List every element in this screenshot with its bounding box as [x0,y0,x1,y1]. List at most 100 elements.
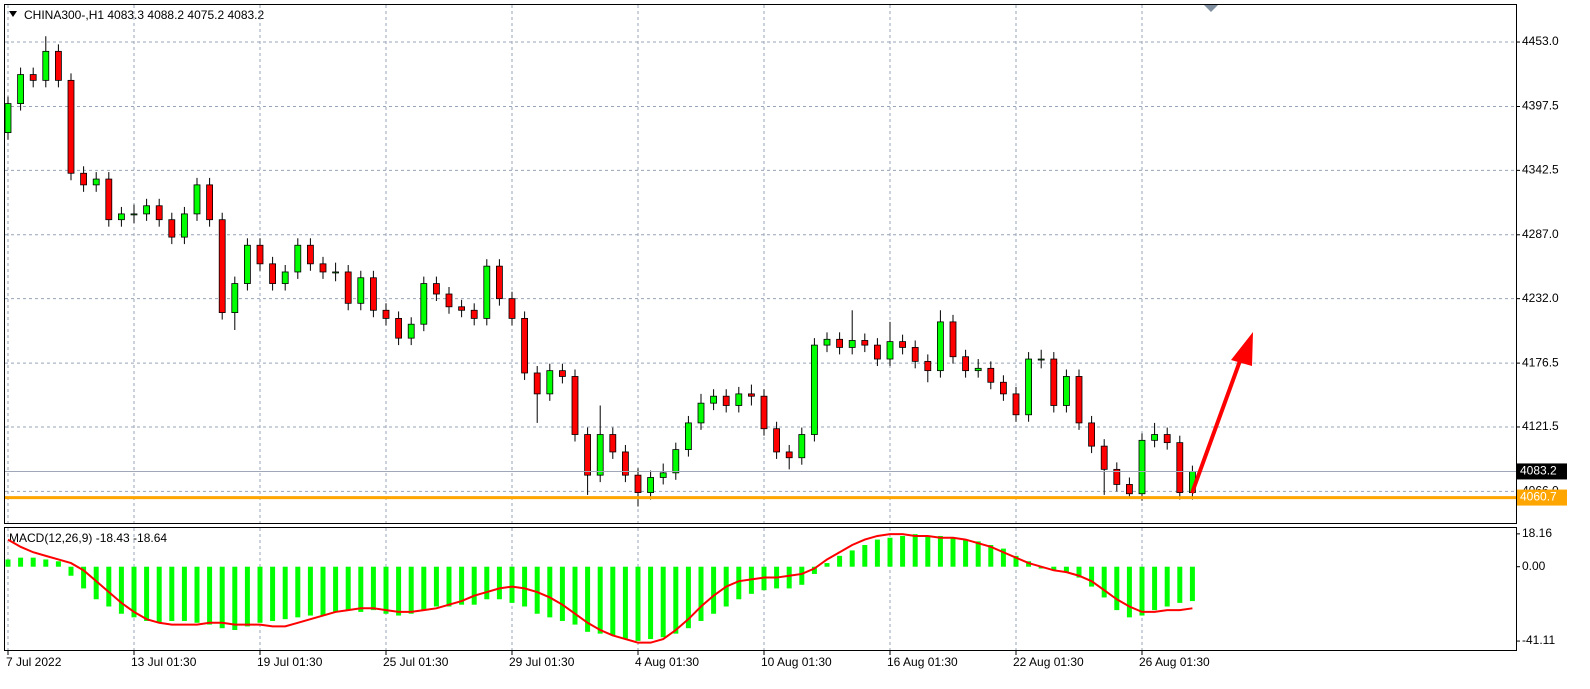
macd-bar [1000,548,1006,567]
macd-bar [585,566,591,632]
y-tick-label: 0.00 [1522,559,1546,573]
macd-bar [786,566,792,589]
candle-body [823,338,831,346]
candle-body [596,434,604,476]
macd-bar [471,566,477,605]
macd-bar [496,566,502,600]
candle-body [1138,439,1146,495]
candle-body [193,184,201,215]
candle-body [584,434,591,476]
macd-bar [925,535,931,567]
candle-body [773,428,780,453]
candle-body [836,338,843,348]
macd-bar [5,559,11,567]
macd-bar [874,539,880,567]
candle-body [924,360,932,372]
candle-body [647,477,654,493]
macd-bar [799,566,805,585]
candle-body [748,393,755,397]
candle-body [571,376,579,435]
y-tick-label: 4397.5 [1522,99,1559,113]
macd-bar [849,550,855,567]
macd-bar [68,566,74,576]
candle-body [357,277,365,304]
macd-bar [950,537,956,567]
x-tick-label: 25 Jul 01:30 [383,655,449,669]
candle-body [155,205,163,221]
y-tick-label: 18.16 [1522,526,1552,540]
macd-bar [55,561,61,567]
y-tick-label: 4232.0 [1522,291,1559,305]
macd-bar [660,566,666,638]
macd-bar [635,566,641,641]
macd-bar [320,566,326,616]
macd-bar [194,566,200,623]
candle-body [143,205,151,215]
candle-body [886,341,894,360]
macd-bar [207,566,213,625]
macd-bar [433,566,439,607]
macd-bar [43,559,49,567]
candle-body [1088,422,1095,447]
price-label: 4083.2 [1520,464,1557,478]
candle-body [306,244,314,265]
macd-bar [421,566,427,611]
macd-bar [81,566,87,589]
macd-bar [1051,566,1057,571]
candle-body [609,434,617,453]
y-tick-label: 4176.5 [1522,355,1559,369]
macd-bar [358,566,364,612]
candle-body [55,50,62,81]
macd-bar [270,566,276,621]
macd-bar [837,555,843,567]
candle-body [962,356,969,372]
candle-body [218,219,226,313]
macd-bar [257,566,263,623]
candle-body [811,344,818,435]
candle-body [697,402,705,424]
macd-bar [244,566,250,627]
menu-triangle[interactable] [9,11,17,17]
x-tick-label: 7 Jul 2022 [6,655,62,669]
candle-body [432,283,440,295]
shift-marker [1204,5,1218,12]
x-tick-label: 22 Aug 01:30 [1013,655,1084,669]
x-tick-label: 13 Jul 01:30 [131,655,197,669]
chart-title: CHINA300-,H1 4083.3 4088.2 4075.2 4083.2 [24,8,265,22]
candle-body [118,213,125,221]
candle-body [67,79,75,174]
candle-body [92,178,100,186]
candle-body [294,244,302,273]
macd-bar [93,566,99,600]
macd-bar [963,539,969,567]
candle-body [1025,358,1032,416]
candle-body [420,283,428,325]
y-tick-label: -41.11 [1522,633,1555,647]
macd-bar [370,566,376,611]
candle-body [42,50,50,81]
macd-bar [912,534,918,567]
macd-bar [232,566,238,631]
candle-body [80,172,87,186]
candle-body [848,340,856,348]
macd-bar [131,566,137,618]
macd-title: MACD(12,26,9) -18.43 -18.64 [9,531,167,545]
candle-body [874,344,881,360]
signal-line [7,533,1193,644]
candle-body [483,265,491,319]
macd-bar [1063,566,1069,573]
candle-body [407,323,415,339]
y-tick-label: 4342.5 [1522,163,1559,177]
candle-body [1000,381,1007,395]
macd-bar [383,566,389,614]
plot-layer: 4453.0 4397.5 4342.5 4287.0 4232.0 4176.5 4121… [4,5,1567,669]
candle-body [17,74,25,104]
candle-body [382,309,390,319]
macd-bar [1152,566,1158,611]
candle-body [344,271,352,304]
macd-bar [824,563,830,567]
y-tick-label: 4453.0 [1522,34,1559,48]
macd-bar [307,566,313,616]
candle-body [911,347,919,362]
